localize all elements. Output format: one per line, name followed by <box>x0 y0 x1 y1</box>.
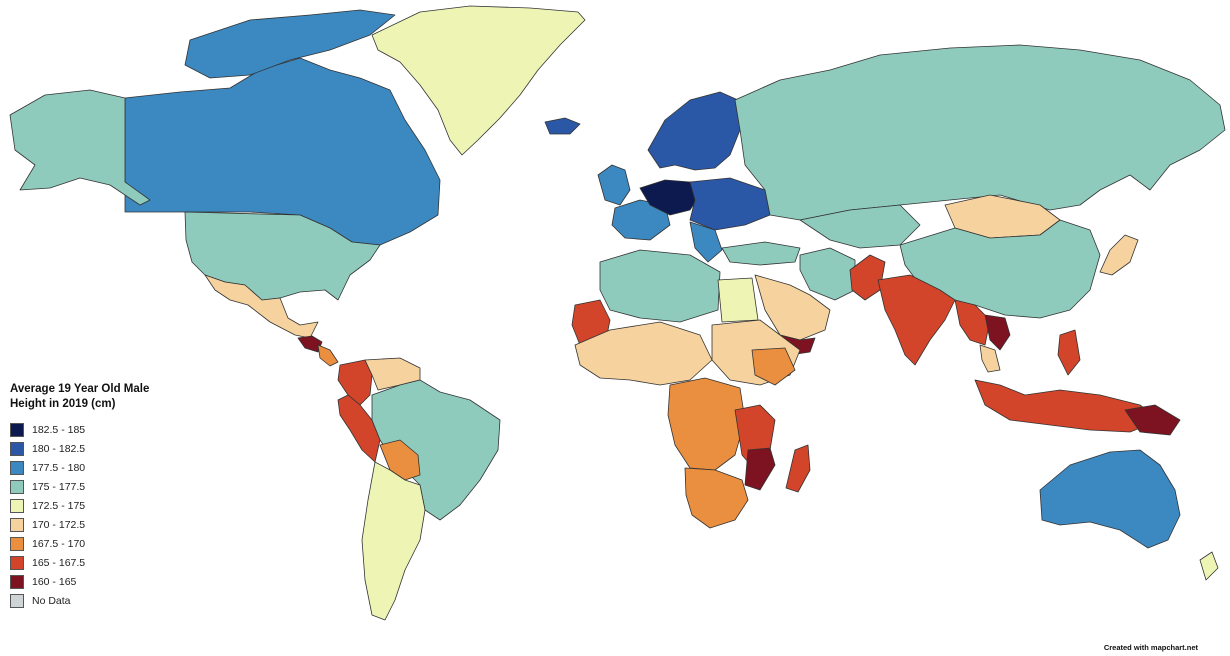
region-usa <box>184 211 381 301</box>
legend-item: 167.5 - 170 <box>10 534 180 553</box>
region-japan <box>1099 234 1139 276</box>
region-india <box>877 274 956 366</box>
legend-swatch <box>10 441 24 456</box>
region-iran <box>799 247 856 301</box>
region-balkans <box>689 221 723 263</box>
legend-label: 180 - 182.5 <box>32 442 86 455</box>
region-peru <box>337 394 381 463</box>
legend-swatch <box>10 479 24 494</box>
legend-item: 170 - 172.5 <box>10 515 180 534</box>
map-legend: Average 19 Year Old Male Height in 2019 … <box>10 382 180 610</box>
region-greenland <box>371 5 586 156</box>
region-mozambique <box>744 447 776 491</box>
legend-label: 165 - 167.5 <box>32 556 86 569</box>
region-madagascar <box>785 444 811 493</box>
region-indochina <box>984 314 1011 351</box>
legend-swatch <box>10 555 24 570</box>
region-russia <box>734 44 1226 221</box>
legend-swatch <box>10 593 24 608</box>
legend-label: 172.5 - 175 <box>32 499 86 512</box>
region-uk <box>597 164 631 206</box>
legend-label: 167.5 - 170 <box>32 537 86 550</box>
region-se-asia <box>954 299 991 346</box>
legend-label: No Data <box>32 594 71 607</box>
legend-swatch <box>10 422 24 437</box>
legend-item: 165 - 167.5 <box>10 553 180 572</box>
legend-title: Average 19 Year Old Male Height in 2019 … <box>10 383 150 410</box>
region-mexico <box>204 274 319 339</box>
region-turkey <box>721 241 801 266</box>
legend-item: No Data <box>10 591 180 610</box>
region-scandinavia <box>647 91 741 171</box>
region-vietnam <box>979 344 1001 373</box>
legend-swatch <box>10 536 24 551</box>
region-north-africa <box>599 249 721 323</box>
legend-swatch <box>10 517 24 532</box>
legend-swatch <box>10 498 24 513</box>
legend-label: 177.5 - 180 <box>32 461 86 474</box>
region-papua <box>1124 404 1181 436</box>
region-indonesia <box>974 379 1161 433</box>
legend-items: 182.5 - 185 180 - 182.5 177.5 - 180 175 - 1… <box>10 420 180 610</box>
region-southern-africa <box>684 467 749 529</box>
legend-label: 160 - 165 <box>32 575 77 588</box>
region-alaska <box>9 89 151 206</box>
region-australia <box>1039 449 1181 549</box>
legend-item: 175 - 177.5 <box>10 477 180 496</box>
region-philippines <box>1057 329 1081 376</box>
legend-item: 180 - 182.5 <box>10 439 180 458</box>
region-central-america-south <box>317 344 339 367</box>
region-west-africa <box>574 321 713 386</box>
region-kazakhstan <box>799 204 921 249</box>
credit-text: Created with mapchart.net <box>1103 643 1198 652</box>
legend-item: 160 - 165 <box>10 572 180 591</box>
region-arabia <box>754 274 831 341</box>
legend-label: 170 - 172.5 <box>32 518 86 531</box>
region-east-europe <box>689 177 771 231</box>
region-new-zealand <box>1199 551 1219 581</box>
legend-swatch <box>10 574 24 589</box>
legend-label: 175 - 177.5 <box>32 480 86 493</box>
legend-label: 182.5 - 185 <box>32 423 86 436</box>
region-ethiopia <box>751 347 796 386</box>
legend-item: 177.5 - 180 <box>10 458 180 477</box>
region-southern-cone <box>361 461 426 621</box>
region-canada-islands <box>184 9 396 79</box>
legend-item: 172.5 - 175 <box>10 496 180 515</box>
region-iceland <box>544 117 581 135</box>
region-west-europe <box>611 199 671 241</box>
region-egypt <box>717 277 759 323</box>
legend-item: 182.5 - 185 <box>10 420 180 439</box>
legend-swatch <box>10 460 24 475</box>
region-central-africa <box>667 377 746 471</box>
